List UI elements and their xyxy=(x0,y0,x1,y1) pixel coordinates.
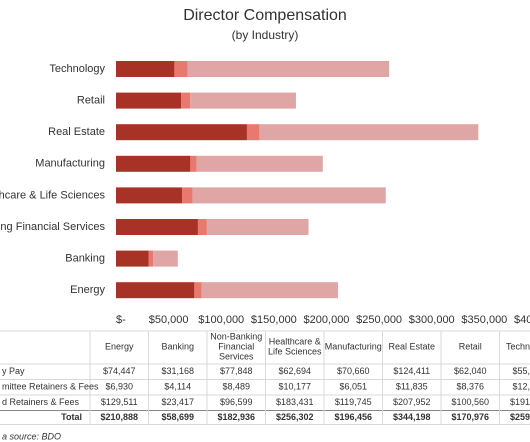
bar-segment xyxy=(190,155,197,172)
bar-segment xyxy=(196,155,323,172)
table-cell: $119,745 xyxy=(335,397,372,407)
y-tick-label: Manufacturing xyxy=(35,158,105,170)
table-total: $344,198 xyxy=(393,412,431,422)
table-total-label: Total xyxy=(61,412,82,422)
bar-segment xyxy=(246,124,260,141)
table-header: Real Estate xyxy=(388,342,435,352)
x-tick-label: $250,000 xyxy=(356,314,402,326)
table-header: Energy xyxy=(105,342,134,352)
table-total: $196,456 xyxy=(334,412,372,422)
bar-segment xyxy=(174,61,188,77)
bar-segment xyxy=(259,124,479,141)
bar-segment xyxy=(116,250,149,267)
table-cell: $129,511 xyxy=(101,397,138,407)
y-tick-label: Energy xyxy=(70,284,105,296)
table-total: $210,888 xyxy=(100,412,138,422)
bar-segment xyxy=(116,219,198,235)
x-tick-label: $150,000 xyxy=(251,314,297,326)
bar-segment xyxy=(192,187,386,204)
table-cell: $62,040 xyxy=(454,366,487,376)
table-cell: $77,848 xyxy=(220,366,253,376)
table-cell: $4,114 xyxy=(164,382,191,392)
table-cell: $124,411 xyxy=(393,366,430,376)
bar-segment xyxy=(116,124,247,141)
bar-segment xyxy=(194,282,202,299)
bar-segment xyxy=(116,92,182,109)
x-tick-label: $350,000 xyxy=(461,314,507,326)
y-tick-label: Non-Banking Financial Services xyxy=(0,221,105,233)
x-tick-label: $300,000 xyxy=(409,314,455,326)
table-total: $259,500 xyxy=(510,412,530,422)
table-header: Non-Banking Financial Services xyxy=(210,332,262,362)
table-header: Technology xyxy=(506,342,530,352)
bar-segment xyxy=(116,282,195,299)
table-total: $58,699 xyxy=(161,412,194,422)
table-row-label: y Pay xyxy=(2,366,25,376)
table-header: Manufacturing xyxy=(325,342,382,352)
bar-segment xyxy=(187,61,390,77)
table-cell: $70,660 xyxy=(337,366,370,376)
table-total: $182,936 xyxy=(217,412,255,422)
table-cell: $62,694 xyxy=(278,366,311,376)
table-cell: $12,500 xyxy=(512,382,530,392)
table-cell: $183,431 xyxy=(276,397,314,407)
bar-segment xyxy=(153,250,178,267)
bar-segment xyxy=(190,92,296,109)
table-cell: $11,835 xyxy=(396,382,428,392)
bar-segment xyxy=(197,219,207,235)
table-total: $256,302 xyxy=(276,412,314,422)
y-tick-label: Healthcare & Life Sciences xyxy=(0,189,105,201)
bar-segment xyxy=(116,155,191,172)
x-tick-label: $200,000 xyxy=(304,314,350,326)
bar-segment xyxy=(206,219,309,235)
table-cell: $8,376 xyxy=(456,382,484,392)
table-cell: $10,177 xyxy=(278,382,311,392)
table-cell: $6,051 xyxy=(339,382,367,392)
x-tick-label: $- xyxy=(116,314,126,326)
table-cell: $6,930 xyxy=(105,382,133,392)
table-header: Healthcare & Life Sciences xyxy=(268,337,322,357)
bar-segment xyxy=(148,250,154,267)
table-cell: $191,500 xyxy=(510,397,530,407)
y-tick-label: Retail xyxy=(77,95,105,107)
table-cell: $96,599 xyxy=(220,397,253,407)
table-cell: $23,417 xyxy=(161,397,194,407)
bar-segment xyxy=(116,61,175,77)
source-note: a source: BDO xyxy=(2,431,61,441)
table-header: Retail xyxy=(459,342,482,352)
table-cell: $207,952 xyxy=(393,397,431,407)
bar-segment xyxy=(116,187,182,204)
bar-segment xyxy=(201,282,338,299)
table-cell: $55,500 xyxy=(512,366,530,376)
table-cell: $8,489 xyxy=(222,382,250,392)
table-cell: $74,447 xyxy=(103,366,136,376)
table-header: Banking xyxy=(161,342,194,352)
y-tick-label: Banking xyxy=(65,253,105,265)
table-cell: $100,560 xyxy=(451,397,489,407)
x-tick-label: $100,000 xyxy=(198,314,244,326)
bar-segment xyxy=(181,187,193,204)
y-tick-label: Technology xyxy=(49,63,105,75)
table-row-label: mittee Retainers & Fees xyxy=(2,382,99,392)
chart-subtitle: (by Industry) xyxy=(232,28,299,42)
table-total: $170,976 xyxy=(451,412,489,422)
x-tick-label: $400,000 xyxy=(514,314,530,326)
chart-title: Director Compensation xyxy=(183,7,347,24)
x-tick-label: $50,000 xyxy=(149,314,189,326)
table-row-label: d Retainers & Fees xyxy=(2,397,80,407)
table-cell: $31,168 xyxy=(161,366,194,376)
y-tick-label: Real Estate xyxy=(48,126,105,138)
bar-segment xyxy=(181,92,191,109)
